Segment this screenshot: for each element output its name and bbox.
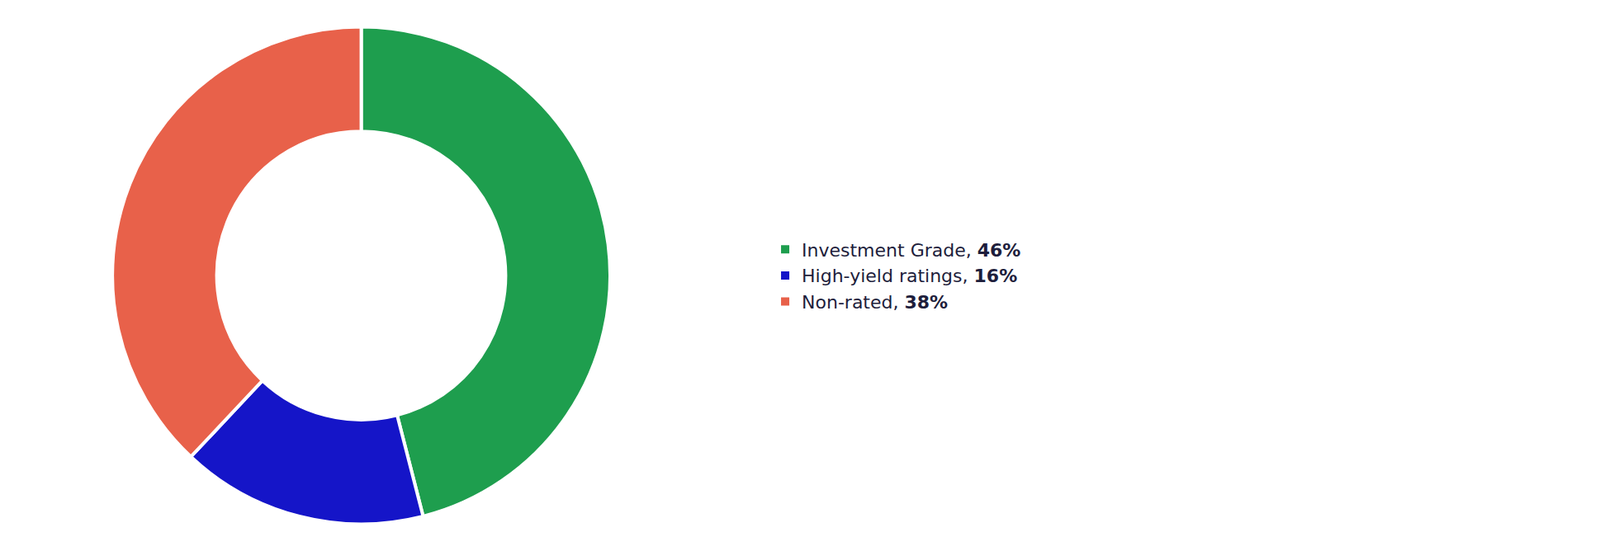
svg-text:High-yield ratings, 16%: High-yield ratings, 16% — [801, 265, 1018, 287]
svg-text:Investment Grade, 46%: Investment Grade, 46% — [801, 240, 1021, 261]
svg-text:Non-rated, 38%: Non-rated, 38% — [801, 292, 948, 313]
